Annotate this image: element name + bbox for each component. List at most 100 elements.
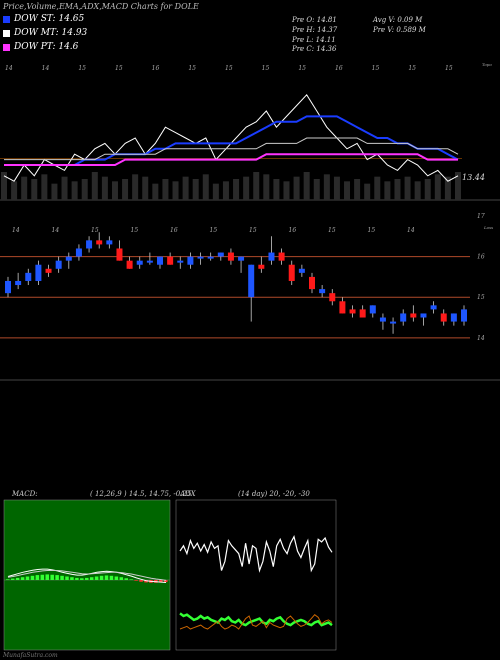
candle-up bbox=[106, 240, 113, 245]
legend-pt-swatch bbox=[3, 43, 10, 51]
candle-up bbox=[461, 309, 467, 322]
candle-down bbox=[258, 264, 265, 269]
candle-up bbox=[298, 268, 305, 273]
volume-bar bbox=[1, 172, 7, 200]
volume-bar bbox=[81, 179, 88, 200]
candle-up bbox=[400, 313, 407, 322]
volume-bar bbox=[444, 176, 451, 200]
candle-down bbox=[410, 313, 417, 318]
legend-st-value: 14.65 bbox=[58, 14, 85, 24]
volume-bar bbox=[293, 176, 300, 200]
volume-bar bbox=[222, 181, 229, 200]
legend-pt-label: DOW PT: bbox=[14, 42, 56, 52]
candle-down bbox=[278, 252, 285, 261]
signal-line bbox=[7, 570, 167, 581]
panel2-y-label: 15 bbox=[477, 294, 485, 301]
legend-st-label: DOW ST: bbox=[14, 14, 56, 24]
panel1-date-label: 15 bbox=[188, 65, 196, 72]
panel2-date-label: 14 bbox=[407, 227, 415, 234]
macd-panel-bg bbox=[3, 499, 171, 651]
candle-up bbox=[238, 256, 245, 261]
macd-label: MACD: bbox=[11, 490, 38, 498]
legend-mt-swatch bbox=[3, 29, 10, 37]
adx-params: (14 day) 20, -20, -30 bbox=[238, 490, 310, 498]
volume-bar bbox=[172, 181, 179, 200]
panel1-date-label: 14 bbox=[5, 65, 13, 72]
volume-bar bbox=[233, 179, 240, 200]
macd-hist-pos bbox=[70, 577, 74, 580]
macd-hist-pos bbox=[85, 577, 89, 580]
volume-bar bbox=[364, 183, 371, 200]
candle-up bbox=[86, 240, 93, 249]
candle-down bbox=[309, 276, 315, 290]
panel2-date-label: 16 bbox=[170, 227, 178, 234]
volume-bar bbox=[333, 176, 340, 200]
macd-hist-neg bbox=[144, 580, 148, 583]
macd-hist-pos bbox=[114, 576, 119, 580]
macd-hist-pos bbox=[89, 577, 94, 580]
candle-up bbox=[177, 260, 184, 263]
macd-hist-neg bbox=[159, 580, 163, 583]
panel2-date-label: 16 bbox=[289, 227, 297, 234]
volume-bar bbox=[263, 174, 270, 200]
candle-up bbox=[55, 260, 62, 269]
candle-down bbox=[227, 252, 234, 261]
volume-bar bbox=[424, 179, 431, 200]
candle-up bbox=[146, 260, 153, 263]
volume-bar bbox=[384, 181, 391, 200]
panel2-date-label: 15 bbox=[91, 227, 99, 234]
macd-hist-pos bbox=[40, 574, 45, 580]
volume-bar bbox=[132, 174, 139, 200]
candle-up bbox=[5, 280, 11, 294]
candle-up bbox=[157, 256, 163, 265]
panel2-date-label: 15 bbox=[131, 227, 139, 234]
candle-down bbox=[126, 260, 133, 269]
volume-bar bbox=[394, 179, 401, 200]
panel2-date-label: 14 bbox=[12, 227, 20, 234]
candle-down bbox=[349, 309, 356, 314]
macd-hist-neg bbox=[134, 580, 138, 581]
macd-hist-pos bbox=[104, 575, 109, 580]
volume-bar bbox=[374, 176, 381, 200]
panel1-date-label: 15 bbox=[262, 65, 270, 72]
legend-mt-value: 14.93 bbox=[61, 28, 88, 38]
candle-up bbox=[25, 272, 32, 281]
legend-st: DOW ST: 14.65 bbox=[3, 14, 84, 24]
macd-hist-pos bbox=[119, 577, 124, 580]
volume-bar bbox=[122, 179, 129, 200]
volume-bar bbox=[344, 181, 351, 200]
macd-hist-pos bbox=[109, 575, 114, 580]
candle-up bbox=[187, 256, 194, 265]
macd-hist-neg bbox=[164, 580, 168, 583]
volume-bar bbox=[11, 181, 18, 200]
candle-up bbox=[75, 248, 82, 257]
site-credit: MunafaSutra.com bbox=[3, 652, 58, 659]
candle-up bbox=[248, 264, 255, 298]
legend-st-swatch bbox=[3, 15, 10, 23]
panel1-date-label: 16 bbox=[335, 65, 343, 72]
series-ema-mt bbox=[4, 137, 459, 161]
macd-hist-pos bbox=[6, 579, 10, 580]
candle-up bbox=[35, 264, 42, 281]
candle-up bbox=[369, 305, 376, 314]
volume-bar bbox=[51, 183, 58, 200]
panel1-date-label: 15 bbox=[225, 65, 233, 72]
candle-up bbox=[319, 289, 326, 294]
volume-bar bbox=[303, 172, 310, 200]
panel2-date-label: 15 bbox=[249, 227, 257, 234]
panel2-top-text: Loss bbox=[483, 225, 493, 230]
panel1-date-label: 15 bbox=[115, 65, 123, 72]
candle-up bbox=[207, 256, 214, 259]
adx-series-adx-line bbox=[179, 535, 333, 573]
volume-bar bbox=[101, 176, 108, 200]
candle-down bbox=[96, 240, 103, 245]
panel1-date-label: 15 bbox=[78, 65, 86, 72]
volume-bar bbox=[71, 181, 78, 200]
candle-down bbox=[359, 309, 366, 318]
info-close: Pre C: 14.36 bbox=[292, 45, 337, 53]
volume-bar bbox=[354, 179, 361, 200]
macd-hist-pos bbox=[94, 576, 99, 580]
panel2-date-label: 15 bbox=[368, 227, 376, 234]
candle-down bbox=[116, 248, 123, 261]
